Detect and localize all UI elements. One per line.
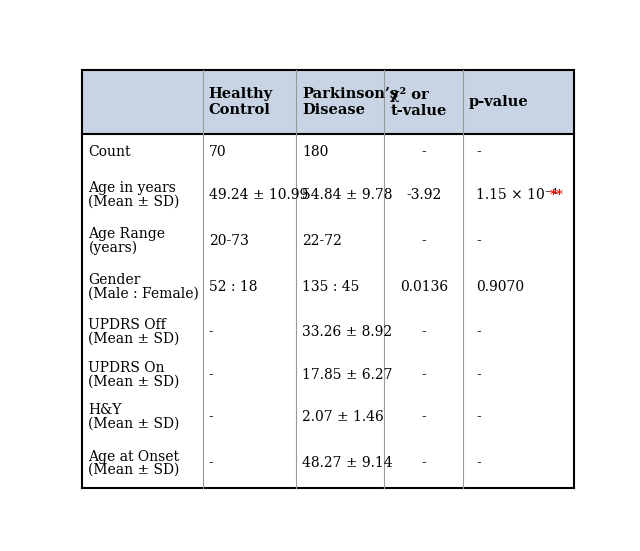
Text: (years): (years) <box>88 241 138 255</box>
Text: 180: 180 <box>302 145 328 159</box>
Text: -: - <box>476 410 481 424</box>
Text: -: - <box>421 325 426 339</box>
Text: 0.9070: 0.9070 <box>476 280 525 294</box>
Text: 2.07 ± 1.46: 2.07 ± 1.46 <box>302 410 384 424</box>
Text: 20-73: 20-73 <box>209 234 248 248</box>
Text: 70: 70 <box>209 145 227 159</box>
Text: 1.15 × 10⁻⁴: 1.15 × 10⁻⁴ <box>476 188 558 202</box>
Text: 17.85 ± 6.27: 17.85 ± 6.27 <box>302 368 392 382</box>
Text: -: - <box>209 325 214 339</box>
Text: -: - <box>421 456 426 471</box>
Text: -: - <box>476 145 481 159</box>
Text: -: - <box>421 234 426 248</box>
Text: Age at Onset: Age at Onset <box>88 450 179 463</box>
Text: χ² or
t-value: χ² or t-value <box>390 87 447 118</box>
Text: (Mean ± SD): (Mean ± SD) <box>88 417 180 431</box>
Text: 22-72: 22-72 <box>302 234 342 248</box>
Text: **: ** <box>550 188 564 202</box>
Text: UPDRS On: UPDRS On <box>88 361 165 375</box>
Text: -: - <box>209 410 214 424</box>
Text: 52 : 18: 52 : 18 <box>209 280 257 294</box>
Text: H&Y: H&Y <box>88 403 122 417</box>
Text: Healthy
Control: Healthy Control <box>209 87 273 117</box>
Text: Count: Count <box>88 145 131 159</box>
Text: UPDRS Off: UPDRS Off <box>88 318 166 332</box>
Text: -: - <box>476 368 481 382</box>
Text: -: - <box>476 234 481 248</box>
Text: (Male : Female): (Male : Female) <box>88 287 199 300</box>
Text: -: - <box>421 368 426 382</box>
Text: 135 : 45: 135 : 45 <box>302 280 360 294</box>
Text: Age Range: Age Range <box>88 228 165 241</box>
Text: Gender: Gender <box>88 273 141 287</box>
Text: (Mean ± SD): (Mean ± SD) <box>88 463 180 477</box>
Text: -: - <box>421 410 426 424</box>
Text: -: - <box>476 325 481 339</box>
Text: -: - <box>476 456 481 471</box>
Text: p-value: p-value <box>469 95 529 109</box>
Text: (Mean ± SD): (Mean ± SD) <box>88 195 180 209</box>
Text: (Mean ± SD): (Mean ± SD) <box>88 375 180 388</box>
Text: Parkinson’s
Disease: Parkinson’s Disease <box>302 87 398 117</box>
Text: 0.0136: 0.0136 <box>400 280 448 294</box>
Text: 49.24 ± 10.99: 49.24 ± 10.99 <box>209 188 308 202</box>
Text: 48.27 ± 9.14: 48.27 ± 9.14 <box>302 456 393 471</box>
Bar <box>83 71 573 134</box>
Text: -: - <box>421 145 426 159</box>
Text: (Mean ± SD): (Mean ± SD) <box>88 332 180 346</box>
Text: -: - <box>209 456 214 471</box>
Text: 33.26 ± 8.92: 33.26 ± 8.92 <box>302 325 392 339</box>
Text: Age in years: Age in years <box>88 181 176 195</box>
Text: 54.84 ± 9.78: 54.84 ± 9.78 <box>302 188 392 202</box>
Text: -3.92: -3.92 <box>406 188 442 202</box>
Text: -: - <box>209 368 214 382</box>
